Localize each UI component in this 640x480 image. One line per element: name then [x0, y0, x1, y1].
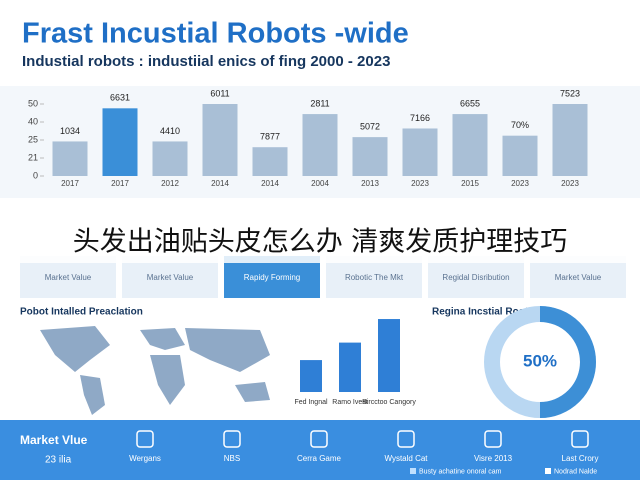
bar-annotation: 5072	[360, 121, 380, 131]
x-tick-label: Fed Ingnal	[294, 399, 328, 406]
donut-label: 50%	[523, 351, 557, 370]
x-tick-label: 2017	[61, 179, 79, 188]
card-label: Market Value	[555, 273, 602, 282]
card-label: Regidal Disribution	[442, 273, 509, 282]
x-tick-label: 2017	[111, 179, 129, 188]
bar	[352, 137, 388, 176]
icon	[397, 430, 415, 448]
bar	[102, 108, 138, 176]
bar	[452, 114, 488, 176]
overlay-band	[0, 205, 640, 263]
icon	[223, 430, 241, 448]
section-title: Regina Incstial Roots	[432, 307, 534, 318]
bar	[552, 104, 588, 176]
card-label: Rapidy Forming	[244, 273, 300, 282]
bar-annotation: 1034	[60, 126, 80, 136]
legend-label: Nodrad Nalde	[554, 468, 597, 475]
y-tick-label: 0	[33, 170, 38, 180]
bar-annotation: 6655	[460, 98, 480, 108]
footer-item: Wystald Cat	[384, 454, 428, 463]
overlay-caption: 头发出油贴头皮怎么办 清爽发质护理技巧	[73, 227, 568, 258]
icon	[484, 430, 502, 448]
x-tick-label: 2015	[461, 179, 479, 188]
bar	[152, 141, 188, 176]
continent	[235, 382, 270, 402]
x-tick-label: 2023	[561, 179, 579, 188]
x-tick-label: 2004	[311, 179, 329, 188]
x-tick-label: 2012	[161, 179, 179, 188]
bar	[402, 128, 438, 176]
bar-annotation: 7166	[410, 113, 430, 123]
donut-arc	[539, 306, 596, 418]
footer-item: Cerra Game	[297, 454, 342, 463]
footer-items: Wergans NBS Cerra Game Wystald Cat Visre 201…	[129, 430, 599, 475]
continent	[185, 328, 270, 372]
y-tick-label: 21	[28, 152, 38, 162]
bar	[302, 114, 338, 176]
footer-bar	[0, 420, 640, 480]
bar-annotation: 6011	[210, 88, 229, 98]
card-label: Robotic The Mkt	[345, 273, 404, 282]
bar-annotation: 7877	[260, 132, 280, 142]
legend-label: Busty achatine onoral cam	[419, 468, 502, 475]
icon	[571, 430, 589, 448]
bar	[339, 342, 361, 392]
footer-item: Last Crory	[562, 454, 599, 463]
bar-annotation: 4410	[160, 126, 180, 136]
icon	[136, 430, 154, 448]
legend-swatch	[410, 468, 416, 474]
bar	[502, 135, 538, 176]
y-tick-label: 50	[28, 98, 38, 108]
footer-item: NBS	[224, 454, 240, 463]
y-tick-label: 25	[28, 134, 38, 144]
x-tick-label: 2023	[411, 179, 429, 188]
bar-annotation: 70%	[511, 120, 529, 130]
bar-annotation: 2811	[310, 98, 329, 108]
continent	[140, 328, 185, 350]
x-tick-label: 2014	[211, 179, 229, 188]
bar	[202, 104, 238, 176]
icon	[310, 430, 328, 448]
section-title: Pobot Intalled Preaclation	[20, 307, 143, 318]
bar	[300, 360, 322, 392]
continent	[80, 375, 105, 415]
footer-value: 23 ilia	[45, 455, 72, 466]
footer-title: Market Vlue	[20, 433, 88, 447]
title: Frast Incustial Robots -wide	[22, 18, 409, 50]
bar	[378, 319, 400, 392]
x-tick-label: Bircctoo Cangory	[362, 399, 416, 406]
bar	[252, 147, 288, 176]
card-label: Market Value	[147, 273, 194, 282]
footer-item: Wergans	[129, 454, 161, 463]
y-tick-label: 40	[28, 116, 38, 126]
x-tick-label: 2023	[511, 179, 529, 188]
subtitle: Industial robots : industiial enics of f…	[22, 53, 390, 70]
world-map	[40, 326, 270, 415]
continent	[150, 355, 185, 405]
bar	[52, 141, 88, 176]
card-label: Market Value	[45, 273, 92, 282]
x-tick-label: 2014	[261, 179, 279, 188]
continent	[40, 326, 110, 372]
footer-item: Visre 2013	[474, 454, 513, 463]
x-tick-label: Ramo Ivest	[332, 399, 367, 406]
bar-annotation: 6631	[110, 93, 130, 103]
legend-swatch	[545, 468, 551, 474]
bar-annotation: 7523	[560, 88, 580, 98]
x-tick-label: 2013	[361, 179, 379, 188]
